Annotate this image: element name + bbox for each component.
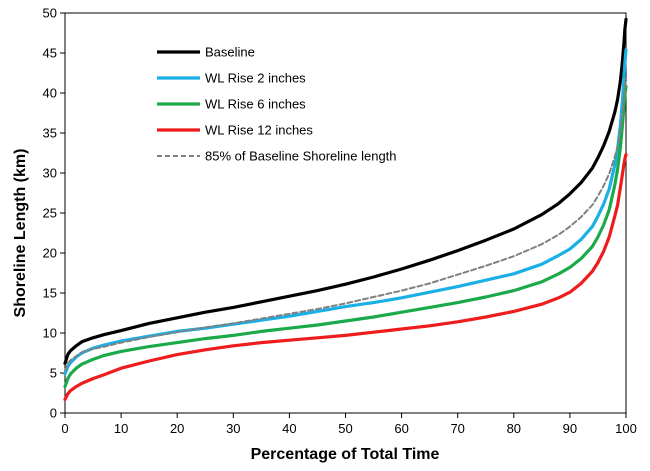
y-tick-label: 0 [50, 406, 57, 421]
legend-label-0: Baseline [205, 45, 255, 60]
y-axis-title: Shoreline Length (km) [12, 149, 29, 318]
series-line-3 [63, 153, 628, 401]
x-tick-label: 50 [338, 421, 352, 436]
series-line-4 [64, 77, 627, 372]
x-tick-label: 20 [170, 421, 184, 436]
y-tick-label: 35 [43, 126, 57, 141]
y-tick-label: 30 [43, 166, 57, 181]
x-tick-label: 80 [507, 421, 521, 436]
legend: Baseline WL Rise 2 inches WL Rise 6 inches… [157, 45, 397, 164]
x-axis: 0 10 20 30 40 50 60 70 80 90 100 [61, 413, 637, 436]
x-tick-label: 100 [615, 421, 637, 436]
y-tick-label: 5 [50, 366, 57, 381]
y-tick-label: 25 [43, 206, 57, 221]
x-tick-label: 0 [61, 421, 68, 436]
x-tick-label: 30 [226, 421, 240, 436]
y-tick-label: 15 [43, 286, 57, 301]
x-axis-title: Percentage of Total Time [251, 446, 440, 463]
legend-label-4: 85% of Baseline Shoreline length [205, 149, 397, 164]
legend-label-2: WL Rise 6 inches [205, 97, 306, 112]
y-tick-label: 40 [43, 86, 57, 101]
series-layer [63, 17, 628, 401]
y-tick-label: 10 [43, 326, 57, 341]
x-tick-label: 40 [282, 421, 296, 436]
x-tick-label: 70 [450, 421, 464, 436]
legend-label-1: WL Rise 2 inches [205, 71, 306, 86]
y-tick-label: 50 [43, 6, 57, 21]
series-line-1 [63, 48, 628, 376]
y-tick-label: 45 [43, 46, 57, 61]
x-tick-label: 10 [114, 421, 128, 436]
series-line-2 [63, 84, 628, 389]
y-tick-label: 20 [43, 246, 57, 261]
legend-label-3: WL Rise 12 inches [205, 123, 313, 138]
x-tick-label: 60 [394, 421, 408, 436]
x-tick-label: 90 [563, 421, 577, 436]
series-line-0 [63, 17, 628, 365]
y-axis: 0 5 10 15 20 25 30 35 40 45 50 [43, 6, 65, 421]
